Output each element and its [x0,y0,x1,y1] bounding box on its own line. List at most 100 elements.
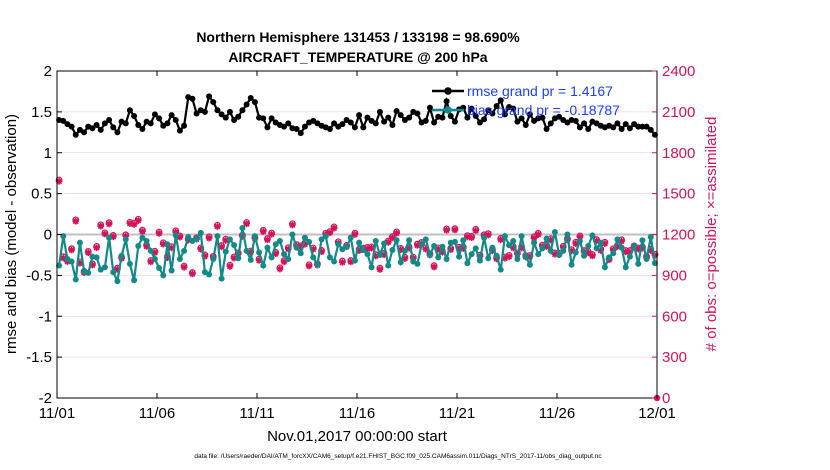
obs-assimilated-marker [368,244,375,252]
rmse-point [222,114,229,121]
x-axis-label: Nov.01,2017 00:00:00 start [267,428,448,445]
rmse-point [397,112,404,119]
rmse-point [281,123,288,130]
rmse-point [72,131,79,138]
rmse-point [206,93,213,100]
rmse-point [326,126,333,133]
obs-assimilated-marker [376,266,384,273]
bias-point [351,257,358,264]
bias-point [343,243,350,250]
bias-point [85,269,92,276]
y-right-tick-label: 2400 [662,63,695,80]
y-left-tick-label: 1 [44,145,52,162]
rmse-point [68,123,75,130]
rmse-point [81,129,88,136]
rmse-point [526,111,533,118]
rmse-point [351,124,358,131]
bias-point [164,241,171,248]
bias-point [581,252,588,259]
bias-point [643,256,650,263]
bias-point [589,232,596,239]
rmse-point [260,115,267,122]
obs-assimilated-marker [393,229,400,237]
bias-point [443,256,450,263]
bias-point [556,251,563,258]
bias-point [222,248,229,255]
obs-assimilated-marker [230,254,238,262]
bias-point [156,265,163,272]
bias-point [635,260,642,267]
obs-assimilated-marker [289,221,296,229]
rmse-point [485,107,492,114]
rmse-point [360,124,367,131]
obs-assimilated-marker [534,231,542,238]
rmse-point [339,121,346,128]
rmse-point [556,113,563,120]
bias-point [522,253,529,260]
rmse-point [301,123,308,130]
y-left-tick-label: 0.5 [31,186,52,203]
rmse-point [231,117,238,124]
y-left-tick-label: -0.5 [26,267,52,284]
rmse-point [468,105,475,112]
obs-assimilated-marker [264,236,271,244]
bias-point [181,247,188,254]
rmse-point [618,126,625,133]
bias-point [160,272,167,279]
bias-point [126,260,133,267]
rmse-point [393,108,400,115]
rmse-point [476,119,483,126]
obs-assimilated-marker [451,226,459,234]
bias-point [176,256,183,263]
bias-point [397,259,404,266]
y-left-tick-label: -1.5 [26,349,52,366]
rmse-point [251,99,258,106]
rmse-point [610,124,617,131]
obs-assimilated-marker [243,220,250,228]
bias-point [468,251,475,258]
obs-assimilated-marker [189,270,196,278]
rmse-point [285,120,292,127]
bias-point [631,242,638,249]
bias-point [231,242,238,249]
rmse-point [510,105,517,112]
bias-point [393,237,400,244]
bias-point [368,264,375,271]
obs-assimilated-marker [101,230,109,238]
y-right-tick-label: 0 [662,390,670,407]
obs-assimilated-marker [130,221,138,228]
bias-point [251,233,258,240]
x-tick-label: 11/06 [139,405,175,422]
bias-point [376,251,383,258]
rmse-point [422,117,429,124]
rmse-point [268,115,275,122]
y-right-tick-label: 2100 [662,104,695,121]
bias-point [614,236,621,243]
bias-point [426,251,433,258]
rmse-point [381,118,388,125]
rmse-point [376,108,383,115]
bias-point [256,249,263,256]
bias-point [514,256,521,263]
x-tick-label: 11/11 [239,405,274,422]
bias-point [193,235,200,242]
obs-assimilated-marker [134,217,142,224]
rmse-point [639,123,646,130]
bias-point [168,267,175,274]
rmse-point [522,121,529,128]
bias-point [131,277,138,284]
bias-point [310,254,317,261]
rmse-point [489,110,496,117]
bias-point [143,238,150,245]
bias-point [451,238,458,245]
bias-point [422,236,429,243]
legend-rmse-label: rmse grand pr = 1.4167 [467,83,613,99]
rmse-point [426,104,433,111]
rmse-point [97,126,104,133]
rmse-point [122,120,129,127]
rmse-point [226,108,233,115]
obs-assimilated-marker [472,227,480,234]
rmse-point [614,120,621,127]
obs-assimilated-marker [576,233,584,241]
